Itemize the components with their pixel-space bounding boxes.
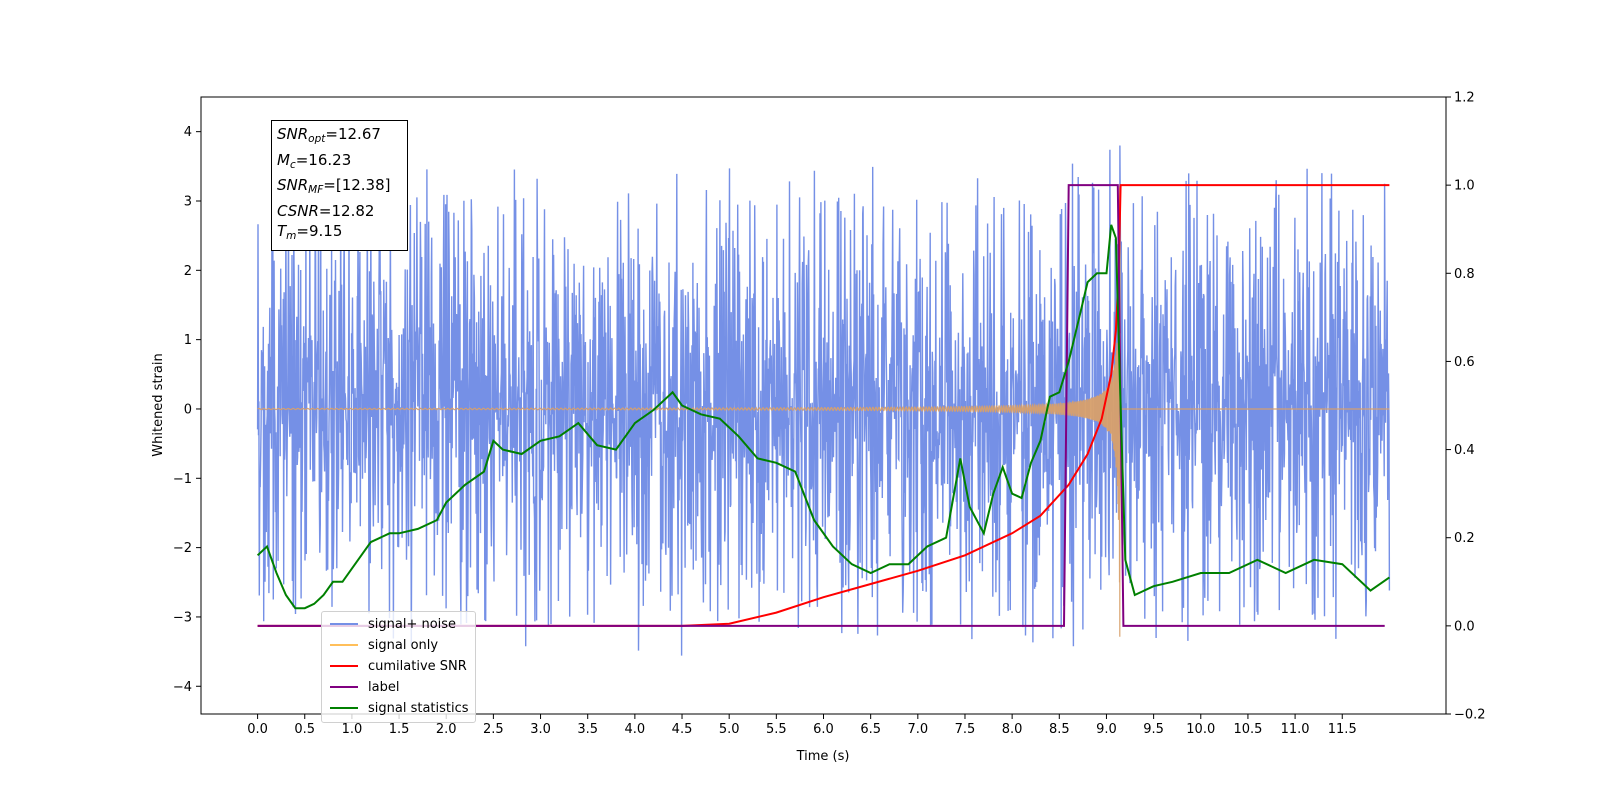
legend-item-signal-noise: signal+ noise [330,615,456,633]
legend-swatch [330,644,358,646]
snr-mf-line: SNRMF=[12.38] [277,176,391,196]
signal-plus-noise-line [256,145,1391,656]
legend-label: signal+ noise [368,616,457,632]
y-tick-label: 2 [184,264,192,279]
x-axis-ticks: 0.0 0.5 1.0 1.5 2.0 2.5 3.0 3.5 4.0 4.5 5.0 5.5 6.0 6… [247,714,1357,737]
x-tick-label: 8.5 [1049,722,1070,737]
x-tick-label: 9.5 [1143,722,1164,737]
x-tick-label: 1.0 [342,722,363,737]
y-tick-label: −3 [173,610,192,625]
y2-tick-label: 0.2 [1454,531,1475,546]
x-tick-label: 2.5 [483,722,504,737]
y2-tick-label: −0.2 [1454,708,1486,723]
signal-only-series [257,187,1390,637]
legend-item-signal-only: signal only [330,636,438,654]
x-tick-label: 6.0 [813,722,834,737]
y-axis-ticks: 4 3 2 1 0 −1 −2 −3 −4 [173,125,201,695]
legend-item-signal-statistics: signal statistics [330,699,469,717]
x-tick-label: 5.0 [719,722,740,737]
x-tick-label: 0.5 [294,722,315,737]
csnr-line: CSNR=12.82 [277,201,375,220]
signal-plus-noise-series [256,145,1391,656]
y-tick-label: −4 [173,680,192,695]
x-tick-label: 11.0 [1281,722,1310,737]
legend: signal+ noise signal only cumilative SNR… [321,611,476,723]
snr-opt-line: SNRopt=12.67 [277,125,381,145]
legend-swatch [330,623,358,625]
y2-axis-ticks: 1.2 1.0 0.8 0.6 0.4 0.2 0.0 −0.2 [1446,91,1486,723]
x-tick-label: 5.5 [766,722,787,737]
y-tick-label: 3 [184,194,192,209]
legend-label: label [368,679,400,695]
legend-swatch [330,665,358,667]
x-tick-label: 2.0 [436,722,457,737]
chirp-mass-line: Mc=16.23 [277,150,352,171]
legend-label: cumilative SNR [368,658,467,674]
x-tick-label: 7.5 [955,722,976,737]
legend-label: signal statistics [368,700,469,716]
x-tick-label: 9.0 [1096,722,1117,737]
x-tick-label: 3.0 [530,722,551,737]
legend-item-cumulative-snr: cumilative SNR [330,657,467,675]
signal-statistics-line [256,224,1390,610]
legend-label: signal only [368,637,439,653]
y2-tick-label: 0.6 [1454,355,1475,370]
y2-tick-label: 1.0 [1454,179,1475,194]
cumilative-snr-line [257,184,1390,627]
y2-tick-label: 1.2 [1454,91,1475,106]
legend-swatch [330,686,358,688]
x-tick-label: 3.5 [577,722,598,737]
y-tick-label: −1 [173,472,192,487]
x-tick-label: 7.0 [907,722,928,737]
y-tick-label: 4 [184,125,192,140]
x-tick-label: 10.0 [1186,722,1215,737]
series-lines [256,184,1390,627]
x-tick-label: 10.5 [1233,722,1262,737]
x-tick-label: 6.5 [860,722,881,737]
legend-swatch [330,707,358,709]
merger-time-line: Tm=9.15 [277,222,343,242]
metrics-annotation-box: SNRopt=12.67 Mc=16.23 SNRMF=[12.38] CSNR… [271,120,408,251]
x-tick-label: 4.0 [625,722,646,737]
y-axis-label: Whitened strain [151,353,166,456]
y-tick-label: 0 [184,402,192,417]
y-tick-label: −2 [173,541,192,556]
x-tick-label: 0.0 [247,722,268,737]
y2-tick-label: 0.8 [1454,267,1475,282]
x-axis-label: Time (s) [796,749,850,764]
x-tick-label: 1.5 [389,722,410,737]
legend-item-label: label [330,678,399,696]
signal-only-line [257,187,1390,637]
x-tick-label: 4.5 [672,722,693,737]
x-tick-label: 11.5 [1328,722,1357,737]
x-tick-label: 8.0 [1002,722,1023,737]
y-tick-label: 1 [184,333,192,348]
label-line [257,184,1385,627]
y2-tick-label: 0.4 [1454,443,1475,458]
y2-tick-label: 0.0 [1454,619,1475,634]
